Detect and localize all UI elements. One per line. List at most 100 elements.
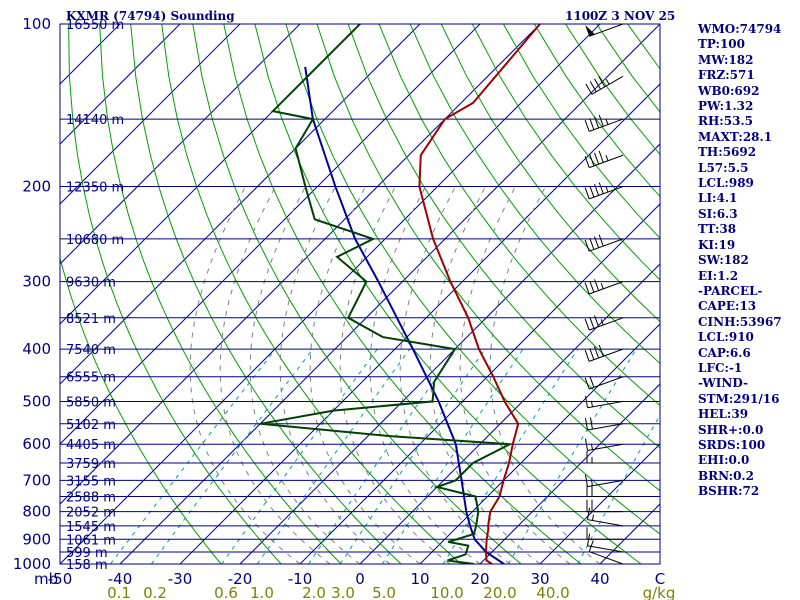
wind-barb — [584, 150, 624, 169]
mixing-ratio-label: 0.6 — [214, 584, 238, 600]
wind-barb — [586, 451, 624, 464]
height-label: 6555 m — [66, 371, 116, 386]
pressure-tick-label: 1000 — [13, 555, 51, 573]
height-label: 9630 m — [66, 276, 116, 291]
stat-line: LI:4.1 — [698, 191, 738, 206]
wind-barb-feather — [589, 81, 597, 93]
temperature-tick-label: 10 — [410, 570, 429, 588]
wind-barb-feather — [589, 375, 595, 388]
wind-barb-flag — [585, 25, 595, 37]
wind-barb-staff — [587, 443, 624, 451]
stat-line: MW:182 — [698, 52, 754, 67]
wind-barb-feather — [598, 76, 606, 88]
wind-barb-feather — [587, 507, 591, 520]
wind-barb — [584, 315, 624, 331]
temperature-tick-label: -10 — [288, 570, 313, 588]
wind-barb — [584, 344, 624, 362]
isotherm-line — [299, 203, 660, 564]
wind-barb-feather — [594, 78, 601, 90]
mixing-ratio-label: 20.0 — [483, 584, 516, 600]
wind-barb-feather — [598, 234, 604, 247]
height-label: 1061 m — [66, 533, 116, 548]
wind-barb-staff — [589, 376, 624, 390]
height-label: 1545 m — [66, 520, 116, 535]
temperature-tick-label: -40 — [108, 570, 133, 588]
height-label: 16550 m — [66, 18, 124, 33]
stat-line: CAP:6.6 — [698, 345, 751, 360]
mixing-ratio-label: 1.0 — [250, 584, 274, 600]
stat-line: STM:291/16 — [698, 391, 780, 406]
height-label: 8521 m — [66, 312, 116, 327]
station-title: KXMR (74794) Sounding — [66, 9, 235, 23]
stat-line: WMO:74794 — [698, 22, 782, 36]
wind-barb — [586, 527, 624, 540]
height-label: 3759 m — [66, 457, 116, 472]
pressure-tick-label: 400 — [22, 340, 51, 358]
wind-barb-staff — [591, 75, 624, 95]
stat-line: L57:5.5 — [698, 160, 749, 175]
mixing-ratio-label: 40.0 — [536, 584, 569, 600]
height-label: 10680 m — [66, 233, 124, 248]
wind-barb-feather — [589, 118, 595, 130]
height-label: 2052 m — [66, 506, 116, 521]
wind-barb-feather — [594, 346, 600, 359]
stat-line: EI:1.2 — [698, 268, 739, 283]
stats-panel: WMO:74794 TP:100 MW:182 FRZ:571 WB0:692 PW:1.… — [698, 22, 798, 500]
wind-barb — [584, 279, 624, 295]
wind-barb-feather — [598, 150, 604, 163]
mixing-ratio-label: 0.2 — [143, 584, 167, 600]
wind-barb-staff — [587, 423, 624, 431]
height-label: 3155 m — [66, 474, 116, 489]
height-label: 12350 m — [66, 181, 124, 196]
stat-line: PW:1.32 — [698, 99, 754, 114]
wind-barb-feather — [584, 377, 590, 390]
wind-barb — [585, 23, 624, 37]
plot-frame — [59, 23, 661, 565]
stat-line: CAPE:13 — [698, 299, 757, 314]
height-label: 7540 m — [66, 343, 116, 358]
isotherm-line — [359, 263, 660, 564]
stat-line: CINH:53967 — [698, 314, 782, 329]
wind-barb-half-feather — [600, 283, 604, 289]
temperature-tick-label: -30 — [168, 570, 193, 588]
isotherm-line — [479, 383, 660, 564]
wind-barb-staff — [589, 551, 624, 565]
height-label: 2588 m — [66, 491, 116, 506]
isotherm-line — [539, 443, 660, 564]
mixing-ratio-label: 0.1 — [107, 584, 131, 600]
stat-line: TT:38 — [698, 222, 737, 237]
height-label: 14140 m — [66, 113, 124, 128]
wind-barb-feather — [594, 236, 600, 248]
wind-barb-half-feather — [605, 154, 609, 161]
wind-barb-feather — [584, 239, 590, 252]
wind-barb-feather — [589, 185, 595, 198]
wind-barb-staff — [589, 23, 624, 37]
wind-barb-feather — [589, 316, 595, 329]
wind-barb-feather — [585, 418, 588, 431]
stat-line: BSHR:72 — [698, 484, 760, 499]
wind-barb-feather — [585, 438, 588, 451]
height-label: 158 m — [66, 558, 108, 573]
stat-line: SI:6.3 — [698, 206, 738, 221]
wind-barb-feather — [594, 315, 600, 327]
wind-barb — [585, 75, 624, 95]
stat-line: LCL:910 — [698, 330, 754, 345]
pressure-tick-label: 800 — [22, 503, 51, 521]
isotherm-line — [119, 24, 660, 564]
temperature-tick-label: 30 — [530, 570, 549, 588]
wind-barb — [585, 438, 624, 451]
stat-line: WB0:692 — [698, 83, 760, 98]
stat-line: TP:100 — [698, 37, 746, 52]
wind-barb-feather — [594, 184, 600, 196]
wind-barb-staff — [589, 348, 624, 362]
wind-barb-half-feather — [590, 479, 593, 486]
wind-barb-staff — [589, 238, 624, 252]
isotherm-line — [60, 24, 361, 325]
wind-barb — [584, 114, 624, 132]
wind-barb-staff — [587, 545, 624, 553]
stat-line: TH:5692 — [698, 145, 757, 160]
wind-barb-feather — [598, 344, 604, 357]
height-label: 5850 m — [66, 395, 116, 410]
parcel-trace — [304, 66, 505, 564]
